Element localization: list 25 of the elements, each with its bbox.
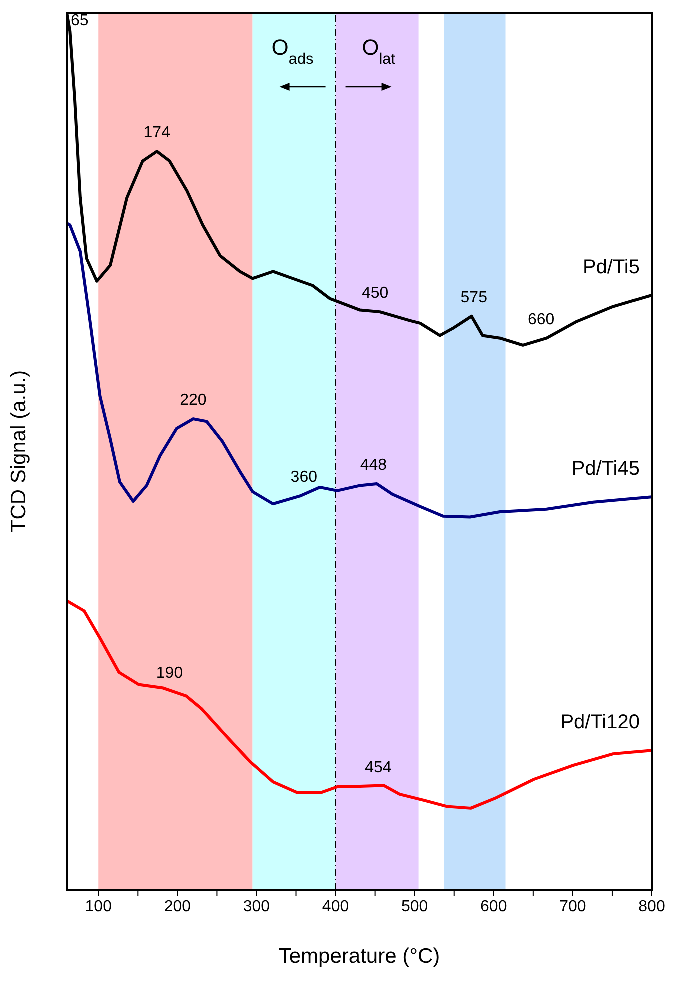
x-axis-title: Temperature (°C): [278, 945, 440, 968]
x-tick-label: 500: [401, 898, 428, 916]
annotation: O$_{ads}$: [272, 35, 314, 68]
series-label: Pd/Ti120: [560, 712, 640, 734]
y-axis-title: TCD Signal (a.u.): [7, 370, 30, 533]
annotation: 220: [180, 392, 207, 410]
series-label: Pd/Ti5: [582, 256, 640, 278]
annotation: 174: [144, 124, 171, 142]
x-tick-label: 100: [85, 898, 112, 916]
x-tick-label: 300: [243, 898, 270, 916]
annotation: 65: [70, 12, 89, 30]
annotation: 454: [365, 760, 392, 777]
x-tick-label: 400: [322, 898, 350, 916]
annotation: 448: [360, 456, 388, 474]
annotation: 660: [528, 311, 555, 328]
annotation: 450: [362, 285, 389, 302]
annotation: 360: [290, 469, 318, 486]
annotation: 190: [156, 664, 184, 682]
annotation: O$_{lat}$: [362, 35, 396, 68]
series-label: Pd/Ti45: [572, 458, 640, 480]
annotation: 575: [460, 289, 488, 306]
x-tick-label: 700: [560, 898, 586, 916]
x-tick-label: 800: [638, 898, 666, 916]
x-tick-label: 200: [164, 898, 192, 916]
x-tick-label: 600: [480, 898, 508, 916]
